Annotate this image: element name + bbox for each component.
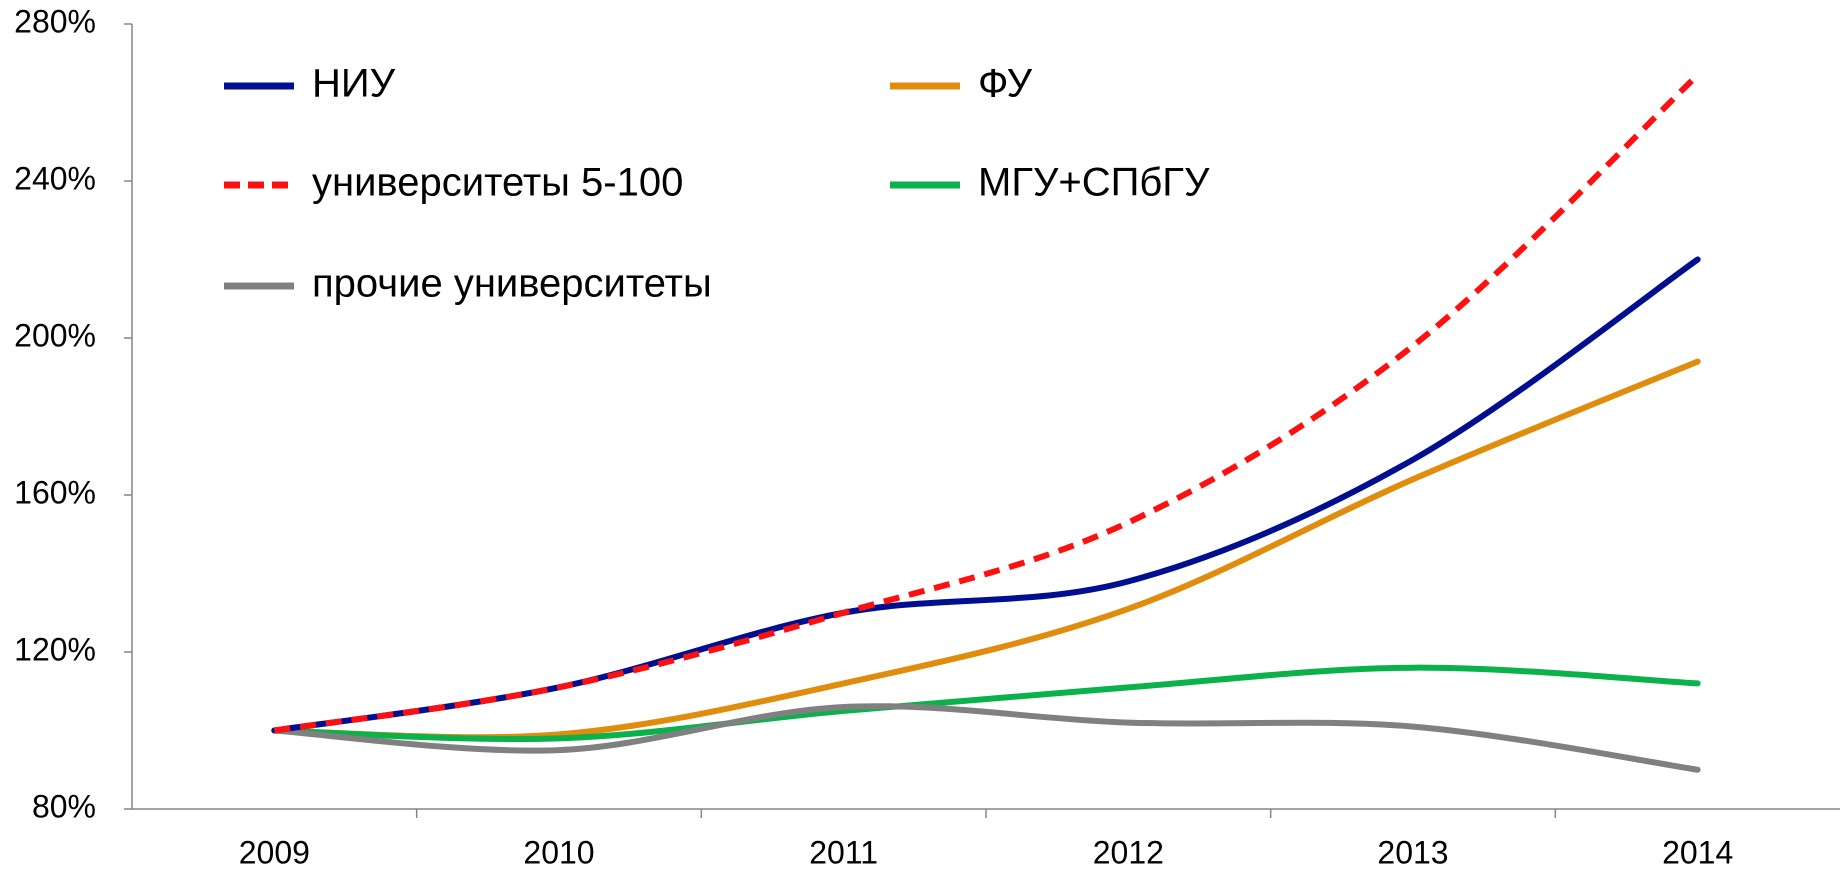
- x-tick-label: 2014: [1662, 834, 1733, 870]
- legend-label: НИУ: [312, 62, 396, 106]
- y-tick-label: 120%: [14, 631, 96, 667]
- y-tick-label: 160%: [14, 474, 96, 510]
- y-tick-label: 240%: [14, 160, 96, 196]
- series-line: [271, 664, 1701, 742]
- x-tick-label: 2009: [239, 834, 310, 870]
- y-tick-label: 280%: [14, 3, 96, 39]
- series-line: [271, 703, 1701, 773]
- x-tick-label: 2013: [1377, 834, 1448, 870]
- series-line: [273, 72, 1700, 734]
- legend-label: МГУ+СПбГУ: [978, 161, 1210, 205]
- y-tick-label: 80%: [32, 788, 96, 824]
- legend-label: ФУ: [978, 62, 1033, 106]
- y-tick-label: 200%: [14, 317, 96, 353]
- x-tick-label: 2012: [1093, 834, 1164, 870]
- legend-label: университеты 5-100: [312, 161, 683, 205]
- series-line: [271, 256, 1701, 734]
- x-tick-label: 2011: [809, 834, 878, 870]
- legend-label: прочие университеты: [312, 262, 712, 306]
- x-tick-label: 2010: [523, 834, 594, 870]
